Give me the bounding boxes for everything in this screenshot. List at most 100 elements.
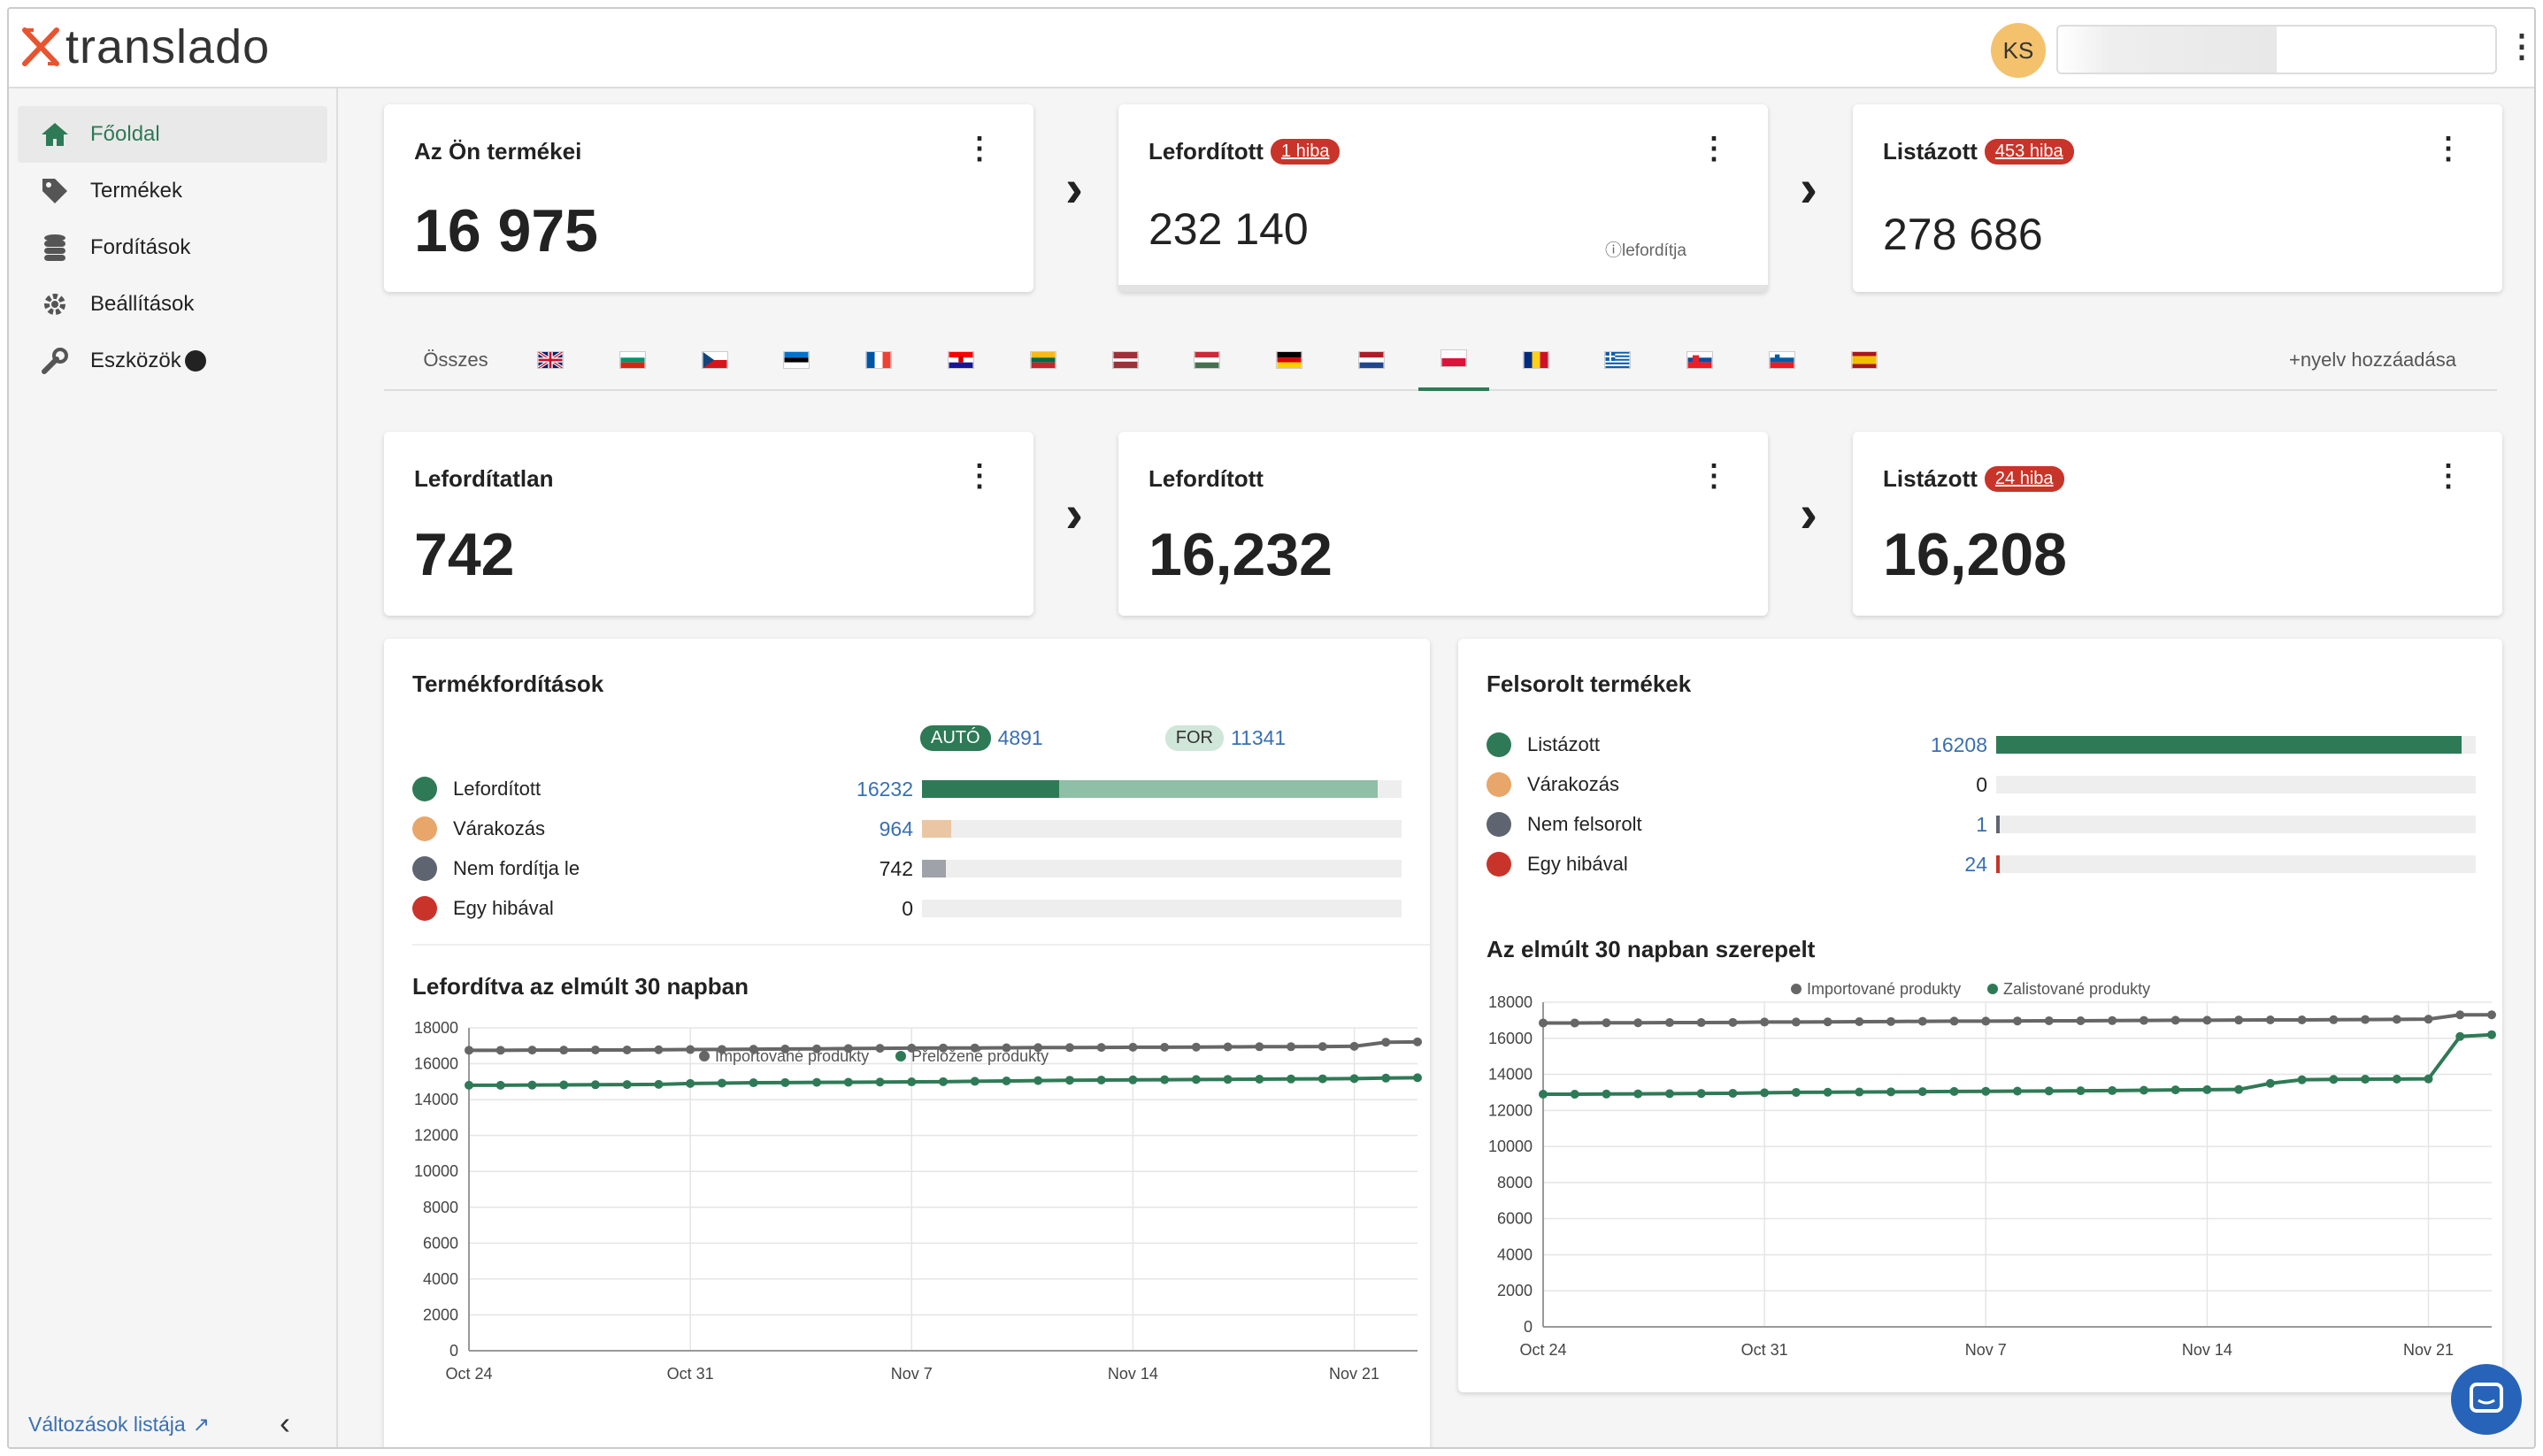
logo[interactable]: translado: [21, 23, 270, 71]
tab-lang-nl[interactable]: [1336, 329, 1407, 391]
data-point: [496, 1080, 505, 1090]
tab-lang-fr[interactable]: [843, 329, 914, 391]
card-title-text: Listázott: [1883, 465, 1978, 492]
stat-row[interactable]: Nem fordítja le 742: [412, 851, 1386, 886]
data-point: [843, 1044, 853, 1054]
stat-row[interactable]: Várakozás 964: [412, 811, 1386, 847]
bar-track: [922, 900, 1402, 917]
bar-fill: [1996, 816, 2000, 833]
data-point: [1633, 1089, 1643, 1099]
data-point: [2297, 1075, 2307, 1084]
stat-value: 964: [879, 816, 913, 840]
card-translated[interactable]: Lefordított 1 hiba 232 140 ⓘlefordítja ⋮: [1118, 104, 1768, 292]
flag-gr-icon: [1604, 351, 1632, 369]
sidebar-item-translations[interactable]: Fordítások: [18, 219, 327, 276]
data-point: [2108, 1015, 2117, 1025]
card-value: 16 975: [414, 197, 598, 264]
y-tick-label: 14000: [1488, 1066, 1533, 1084]
tab-lang-lv[interactable]: [1090, 329, 1161, 391]
stat-row[interactable]: Egy hibával 0: [412, 891, 1386, 926]
y-tick-label: 10000: [414, 1162, 458, 1180]
collapse-sidebar-icon[interactable]: ‹: [280, 1405, 290, 1441]
tab-all[interactable]: Összes: [423, 349, 488, 371]
sidebar-item-settings[interactable]: Beállítások: [18, 276, 327, 333]
card-title: Listázott 24 hiba: [1883, 465, 2064, 493]
card-lang-listed[interactable]: Listázott 24 hiba 16,208 ⋮: [1853, 432, 2502, 616]
data-point: [1696, 1018, 1706, 1028]
tag-icon: [37, 176, 73, 206]
data-point: [1287, 1074, 1296, 1084]
stat-row[interactable]: Listázott 16208: [1487, 727, 2460, 762]
data-point: [559, 1080, 569, 1090]
bar-track: [1996, 816, 2476, 833]
stat-label: Egy hibával: [1527, 853, 1628, 875]
card-menu-icon[interactable]: ⋮: [964, 459, 995, 493]
data-point: [939, 1043, 948, 1053]
stat-value: 24: [1964, 852, 1987, 876]
sidebar-item-home[interactable]: Főoldal: [18, 106, 327, 163]
avatar[interactable]: KS: [1991, 23, 2046, 78]
tab-lang-hr[interactable]: [926, 329, 996, 391]
data-point: [1602, 1018, 1611, 1028]
legend-label: Zalistované produkty: [2003, 980, 2150, 998]
chat-button[interactable]: [2451, 1364, 2522, 1435]
tab-lang-es[interactable]: [1829, 329, 1900, 391]
chart-title: Lefordítva az elmúlt 30 napban: [412, 973, 749, 1000]
card-your-products[interactable]: Az Ön termékei 16 975 ⋮: [384, 104, 1033, 292]
card-value: 16,232: [1149, 521, 1333, 588]
stat-row[interactable]: Várakozás 0: [1487, 767, 2460, 802]
card-menu-icon[interactable]: ⋮: [1699, 132, 1729, 165]
sidebar-item-tools[interactable]: Eszközök: [18, 333, 327, 389]
tab-lang-hu[interactable]: [1172, 329, 1242, 391]
more-menu-icon[interactable]: ⋮: [2506, 27, 2536, 64]
tab-lang-gr[interactable]: [1582, 329, 1653, 391]
tab-lang-pl[interactable]: [1417, 329, 1489, 391]
tab-lang-ro[interactable]: [1501, 329, 1571, 391]
data-point: [1886, 1087, 1896, 1097]
account-selector[interactable]: [2056, 25, 2497, 74]
data-point: [2424, 1015, 2433, 1024]
card-lang-translated[interactable]: Lefordított 16,232 ⋮: [1118, 432, 1768, 616]
tab-lang-si[interactable]: [1747, 329, 1817, 391]
error-badge[interactable]: 453 hiba: [1984, 139, 2074, 165]
stat-row[interactable]: Nem felsorolt 1: [1487, 807, 2460, 842]
data-point: [875, 1077, 885, 1087]
data-point: [527, 1080, 537, 1090]
stat-row[interactable]: Lefordított 16232: [412, 771, 1386, 807]
status-dot: [412, 896, 437, 921]
card-menu-icon[interactable]: ⋮: [2433, 459, 2463, 493]
card-listed[interactable]: Listázott 453 hiba 278 686 ⋮: [1853, 104, 2502, 292]
data-point: [686, 1045, 695, 1054]
panel-title: Felsorolt termékek: [1487, 671, 1692, 697]
card-menu-icon[interactable]: ⋮: [2433, 132, 2463, 165]
error-badge[interactable]: 1 hiba: [1270, 139, 1341, 165]
data-point: [2202, 1084, 2212, 1094]
card-untranslated[interactable]: Lefordítatlan 742 ⋮: [384, 432, 1033, 616]
data-point: [527, 1046, 537, 1055]
error-badge[interactable]: 24 hiba: [1984, 466, 2064, 492]
y-tick-label: 16000: [414, 1055, 458, 1073]
bar-track: [922, 820, 1402, 838]
tab-lang-cz[interactable]: [680, 329, 750, 391]
y-tick-label: 16000: [1488, 1030, 1533, 1047]
card-title: Az Ön termékei: [414, 138, 582, 165]
stat-row[interactable]: Egy hibával 24: [1487, 847, 2460, 882]
data-point: [2108, 1085, 2117, 1095]
card-menu-icon[interactable]: ⋮: [1699, 459, 1729, 493]
changes-link[interactable]: Változások listája ↗: [28, 1413, 210, 1437]
data-point: [496, 1046, 505, 1055]
tab-lang-lt[interactable]: [1008, 329, 1079, 391]
data-point: [1539, 1018, 1548, 1028]
sidebar-item-products[interactable]: Termékek: [18, 163, 327, 219]
tab-lang-gb[interactable]: [515, 329, 586, 391]
tab-lang-de[interactable]: [1254, 329, 1325, 391]
flag-gb-icon: [537, 351, 564, 369]
card-menu-icon[interactable]: ⋮: [964, 132, 995, 165]
add-language-button[interactable]: +nyelv hozzáadása: [2289, 349, 2456, 372]
data-point: [2202, 1015, 2212, 1025]
tab-lang-bg[interactable]: [597, 329, 668, 391]
data-point: [2297, 1015, 2307, 1024]
x-tick-label: Nov 7: [891, 1365, 933, 1382]
tab-lang-ee[interactable]: [761, 329, 832, 391]
tab-lang-sk[interactable]: [1664, 329, 1735, 391]
